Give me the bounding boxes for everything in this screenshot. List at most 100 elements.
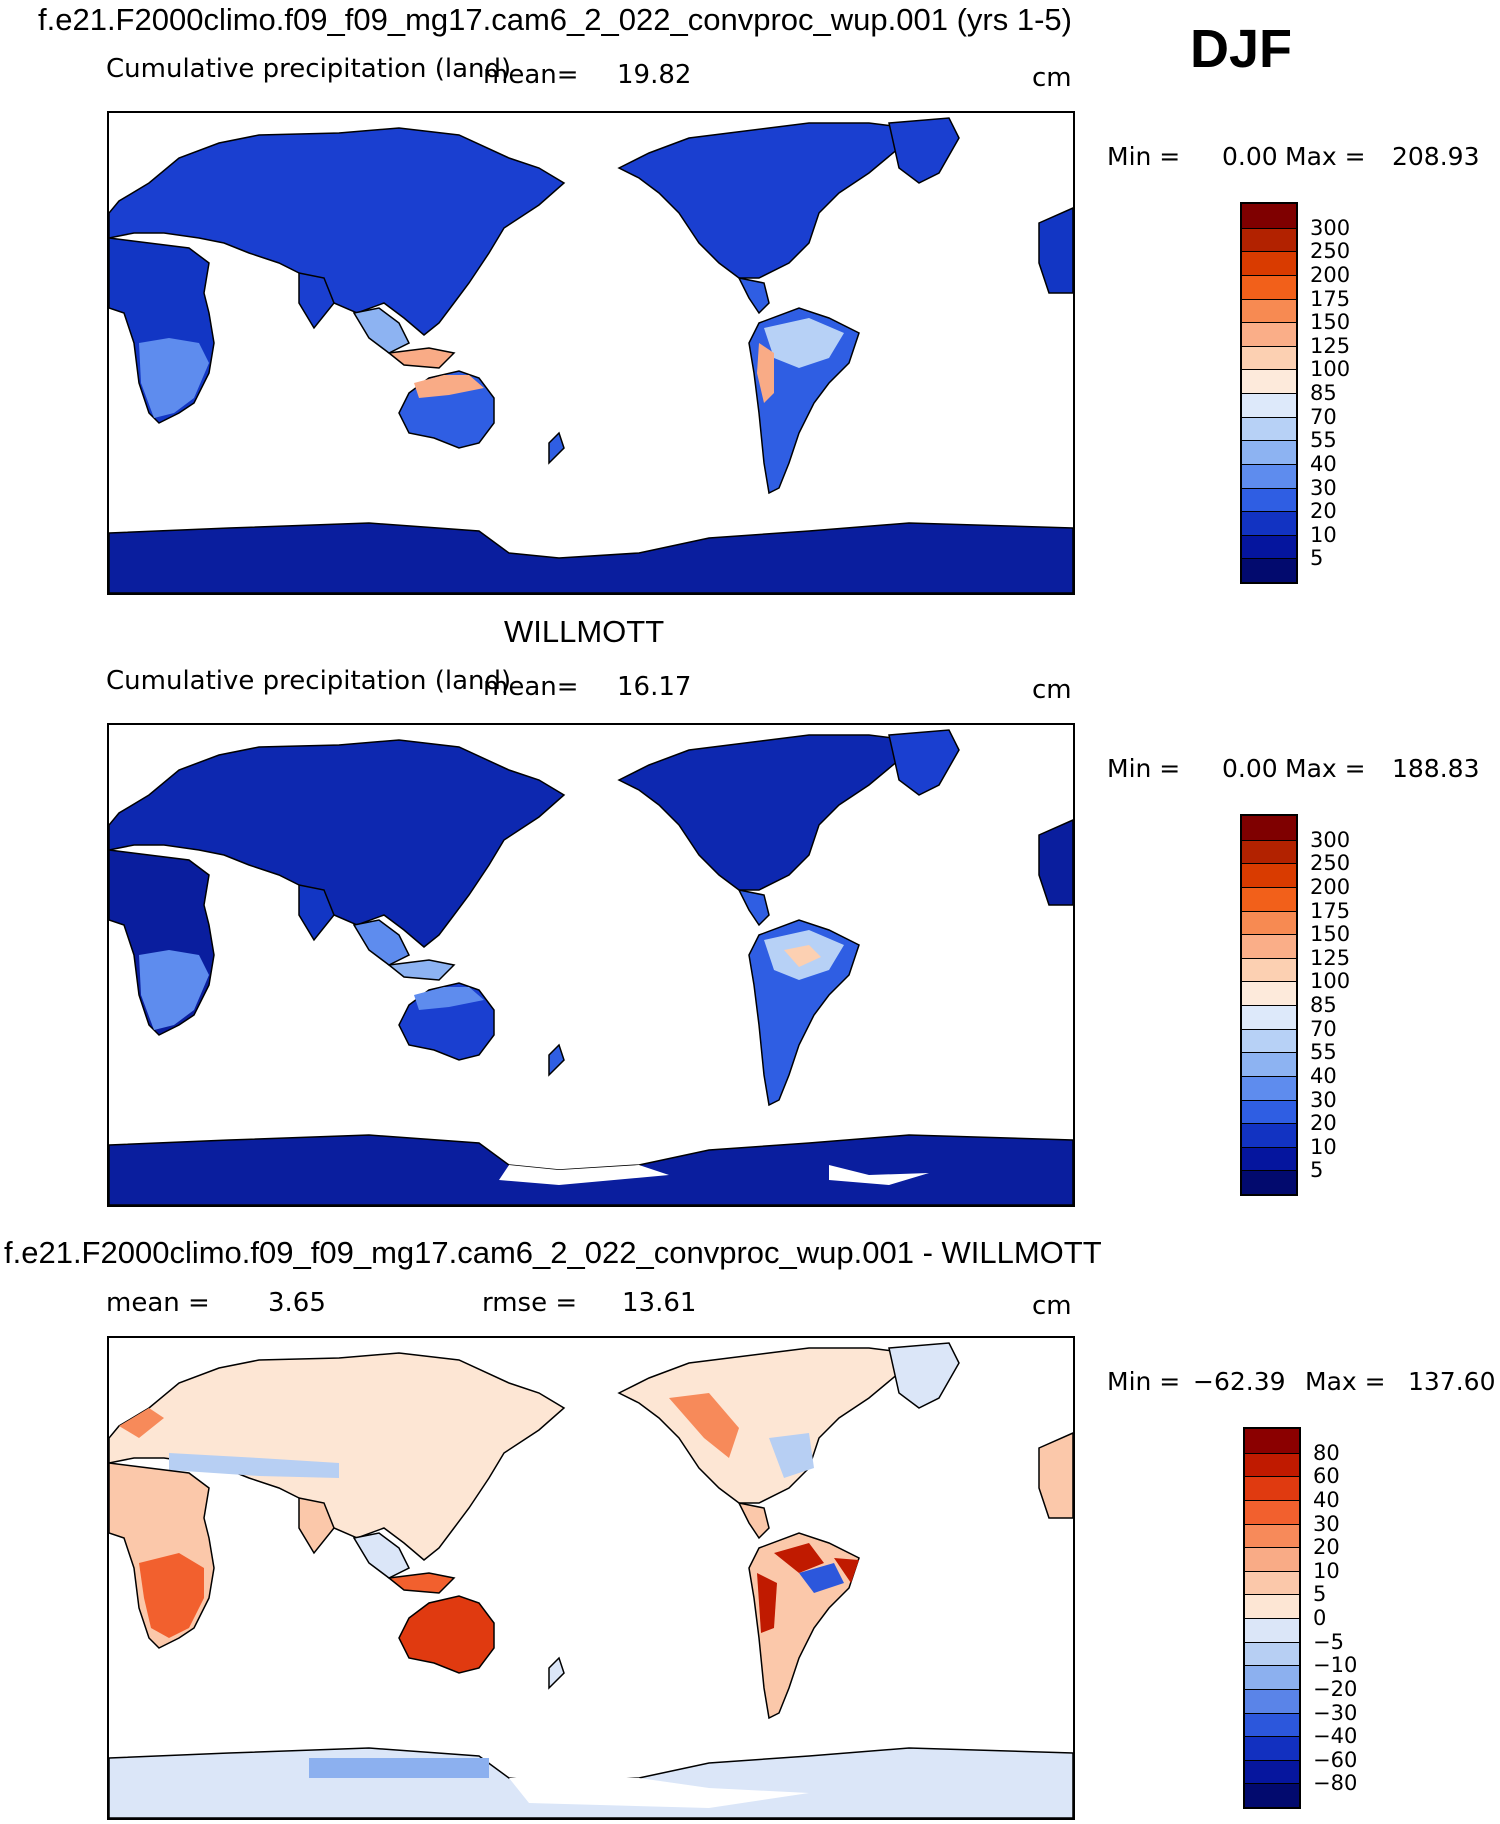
panel3-max-label: Max = bbox=[1305, 1367, 1386, 1396]
colorbar-cell bbox=[1245, 1736, 1299, 1760]
panel2-north-america bbox=[617, 734, 911, 891]
panel1-title: f.e21.F2000climo.f09_f09_mg17.cam6_2_022… bbox=[38, 2, 1072, 37]
panel3-eurasia-band bbox=[169, 1453, 339, 1478]
panel2-maritime bbox=[387, 959, 456, 981]
panel2-mean-label: mean= bbox=[483, 672, 579, 702]
colorbar-tick-label: 300 bbox=[1310, 215, 1351, 240]
colorbar-cell bbox=[1242, 274, 1296, 299]
panel3-colorbar bbox=[1243, 1427, 1301, 1809]
panel1-min-label: Min = bbox=[1107, 142, 1181, 171]
panel1-min-value: 0.00 bbox=[1222, 142, 1278, 171]
colorbar-cell bbox=[1242, 957, 1296, 982]
colorbar-cell bbox=[1242, 910, 1296, 935]
colorbar-tick-label: 5 bbox=[1313, 1582, 1327, 1607]
colorbar-cell bbox=[1245, 1665, 1299, 1689]
colorbar-cell bbox=[1242, 1005, 1296, 1029]
panel2-africa-south bbox=[139, 950, 209, 1030]
colorbar-tick-label: 55 bbox=[1310, 1040, 1337, 1065]
panel1-max-label: Max = bbox=[1285, 142, 1366, 171]
colorbar-cell bbox=[1242, 934, 1296, 958]
colorbar-tick-label: 250 bbox=[1310, 851, 1351, 876]
panel2-title: WILLMOTT bbox=[504, 614, 665, 649]
panel3-map bbox=[107, 1336, 1075, 1820]
colorbar-tick-label: 20 bbox=[1313, 1535, 1340, 1560]
colorbar-cell bbox=[1242, 416, 1296, 441]
colorbar-cell bbox=[1245, 1452, 1299, 1477]
colorbar-tick-label: 125 bbox=[1310, 945, 1351, 970]
panel1-north-america bbox=[617, 122, 911, 279]
colorbar-tick-label: 10 bbox=[1310, 1134, 1337, 1159]
colorbar-tick-label: 70 bbox=[1310, 404, 1337, 429]
panel2-variable-label: Cumulative precipitation (land) bbox=[106, 666, 512, 696]
colorbar-cell bbox=[1242, 1170, 1296, 1194]
panel1-map-svg bbox=[109, 117, 1073, 593]
colorbar-cell bbox=[1242, 322, 1296, 346]
panel3-map-svg bbox=[109, 1342, 1073, 1818]
colorbar-tick-label: 200 bbox=[1310, 262, 1351, 287]
colorbar-cell bbox=[1245, 1783, 1299, 1807]
colorbar-cell bbox=[1245, 1618, 1299, 1642]
panel3-greenland bbox=[888, 1342, 960, 1409]
panel1-map bbox=[107, 111, 1075, 595]
panel2-max-value: 188.83 bbox=[1392, 754, 1480, 783]
colorbar-tick-label: 10 bbox=[1310, 522, 1337, 547]
colorbar-tick-label: 150 bbox=[1310, 310, 1351, 335]
panel1-maritime bbox=[387, 347, 456, 369]
panel1-colorbar bbox=[1240, 202, 1298, 584]
panel3-antarctica-gap bbox=[509, 1778, 809, 1808]
panel1-india bbox=[298, 272, 335, 330]
colorbar-tick-label: 85 bbox=[1310, 381, 1337, 405]
colorbar-tick-label: 5 bbox=[1310, 546, 1324, 571]
colorbar-cell bbox=[1242, 1052, 1296, 1076]
panel1-units: cm bbox=[1032, 63, 1072, 93]
panel3-africa-south bbox=[139, 1553, 204, 1638]
colorbar-tick-label: 40 bbox=[1310, 1063, 1337, 1088]
colorbar-cell bbox=[1242, 886, 1296, 911]
panel1-variable-label: Cumulative precipitation (land) bbox=[106, 54, 512, 84]
colorbar-tick-label: 200 bbox=[1310, 874, 1351, 899]
panel3-sa-red-east bbox=[834, 1558, 859, 1583]
panel3-north-america bbox=[617, 1347, 911, 1504]
panel3-sa-andes bbox=[757, 1573, 777, 1633]
panel1-africa-south bbox=[139, 338, 209, 418]
colorbar-cell bbox=[1245, 1429, 1299, 1453]
colorbar-tick-label: 85 bbox=[1310, 993, 1337, 1017]
colorbar-tick-label: −60 bbox=[1313, 1747, 1358, 1772]
colorbar-cell bbox=[1245, 1641, 1299, 1666]
panel2-units: cm bbox=[1032, 675, 1072, 705]
colorbar-cell bbox=[1242, 1028, 1296, 1053]
colorbar-tick-label: 20 bbox=[1310, 1111, 1337, 1136]
panel2-mean-value: 16.17 bbox=[617, 672, 692, 702]
colorbar-tick-label: 5 bbox=[1310, 1158, 1324, 1183]
colorbar-cell bbox=[1242, 863, 1296, 887]
panel3-maritime bbox=[387, 1572, 456, 1594]
panel2-central-america bbox=[737, 888, 770, 927]
panel2-min-label: Min = bbox=[1107, 754, 1181, 783]
colorbar-cell bbox=[1245, 1547, 1299, 1571]
panel3-na-west bbox=[669, 1393, 739, 1458]
panel1-se-asia bbox=[352, 307, 411, 354]
panel2-india bbox=[298, 884, 335, 942]
panel3-units: cm bbox=[1032, 1291, 1072, 1321]
colorbar-cell bbox=[1242, 487, 1296, 512]
panel3-min-label: Min = bbox=[1107, 1367, 1181, 1396]
colorbar-tick-label: 100 bbox=[1310, 357, 1351, 382]
colorbar-tick-label: 150 bbox=[1310, 922, 1351, 947]
panel2-nz bbox=[548, 1043, 565, 1077]
colorbar-cell bbox=[1245, 1759, 1299, 1784]
panel1-australia-north bbox=[414, 375, 484, 398]
panel2-map-svg bbox=[109, 729, 1073, 1205]
panel3-sa-blue-core bbox=[799, 1563, 844, 1593]
panel1-antarctica bbox=[109, 522, 1073, 593]
colorbar-cell bbox=[1242, 345, 1296, 370]
panel3-na-east bbox=[769, 1433, 814, 1478]
panel1-europe-east-edge bbox=[1038, 207, 1073, 294]
colorbar-cell bbox=[1242, 463, 1296, 488]
panel2-amazon-core bbox=[784, 945, 821, 967]
colorbar-cell bbox=[1242, 1075, 1296, 1100]
colorbar-tick-label: 175 bbox=[1310, 898, 1351, 923]
colorbar-tick-label: 0 bbox=[1313, 1606, 1327, 1630]
colorbar-cell bbox=[1242, 440, 1296, 464]
panel2-se-asia bbox=[352, 919, 411, 966]
colorbar-cell bbox=[1242, 251, 1296, 275]
